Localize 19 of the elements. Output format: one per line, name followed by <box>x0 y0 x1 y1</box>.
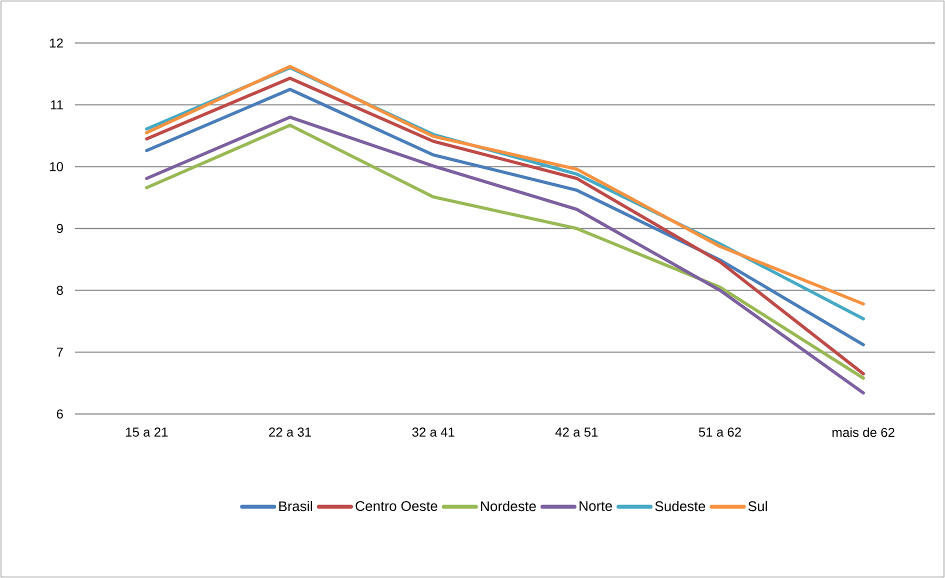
y-tick-label: 8 <box>56 286 63 295</box>
legend-label: Centro Oeste <box>356 501 438 512</box>
y-tick-label: 7 <box>56 348 63 357</box>
y-tick-label: 12 <box>50 38 63 48</box>
x-tick-label: 51 a 62 <box>698 428 741 437</box>
legend-label: Norte <box>580 501 612 511</box>
x-tick-label: 15 a 21 <box>126 428 168 437</box>
y-tick-label: 10 <box>50 162 63 172</box>
x-tick-label: 42 a 51 <box>555 428 598 437</box>
y-tick-label: 6 <box>56 409 63 419</box>
legend-label: Sudeste <box>655 500 706 512</box>
legend-label: Sul <box>748 500 767 512</box>
legend-label: Nordeste <box>481 500 536 512</box>
x-tick-label: 32 a 41 <box>412 428 454 437</box>
x-tick-label: mais de 62 <box>832 428 894 438</box>
legend-label: Brasil <box>279 500 312 512</box>
x-tick-label: 22 a 31 <box>269 428 311 437</box>
y-tick-label: 11 <box>51 100 63 110</box>
y-tick-label: 9 <box>56 224 63 234</box>
